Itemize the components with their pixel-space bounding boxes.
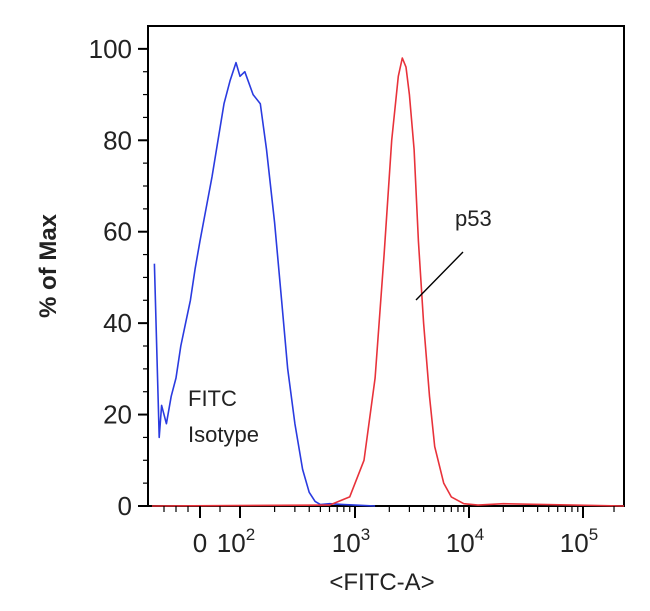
- series-line-isotype: [153, 61, 376, 507]
- y-axis-title: % of Max: [35, 213, 62, 318]
- x-tick-label: 105: [560, 525, 598, 558]
- x-axis-title: <FITC-A>: [329, 569, 434, 596]
- y-tick-label: 80: [103, 125, 132, 155]
- x-tick-label: 104: [446, 525, 484, 558]
- isotype-annotation-line1: FITC: [188, 386, 237, 411]
- y-axis: 0 20 40 60 80 100: [89, 34, 148, 521]
- plot-area: [147, 25, 625, 507]
- p53-annotation-pointer: [415, 251, 464, 301]
- x-tick-label: 102: [217, 525, 255, 558]
- y-tick-label: 20: [103, 400, 132, 430]
- isotype-annotation-line2: Isotype: [188, 422, 259, 447]
- y-tick-label: 0: [118, 491, 132, 521]
- series-line-p53: [151, 57, 625, 507]
- p53-annotation-label: p53: [455, 206, 492, 231]
- y-tick-label: 60: [103, 217, 132, 247]
- x-tick-label: 103: [332, 525, 370, 558]
- x-tick-label: 0: [193, 528, 207, 558]
- series-layer: [151, 57, 625, 507]
- x-axis: 0 102 103 104 105: [163, 506, 615, 558]
- y-tick-label: 100: [89, 34, 132, 64]
- y-tick-label: 40: [103, 308, 132, 338]
